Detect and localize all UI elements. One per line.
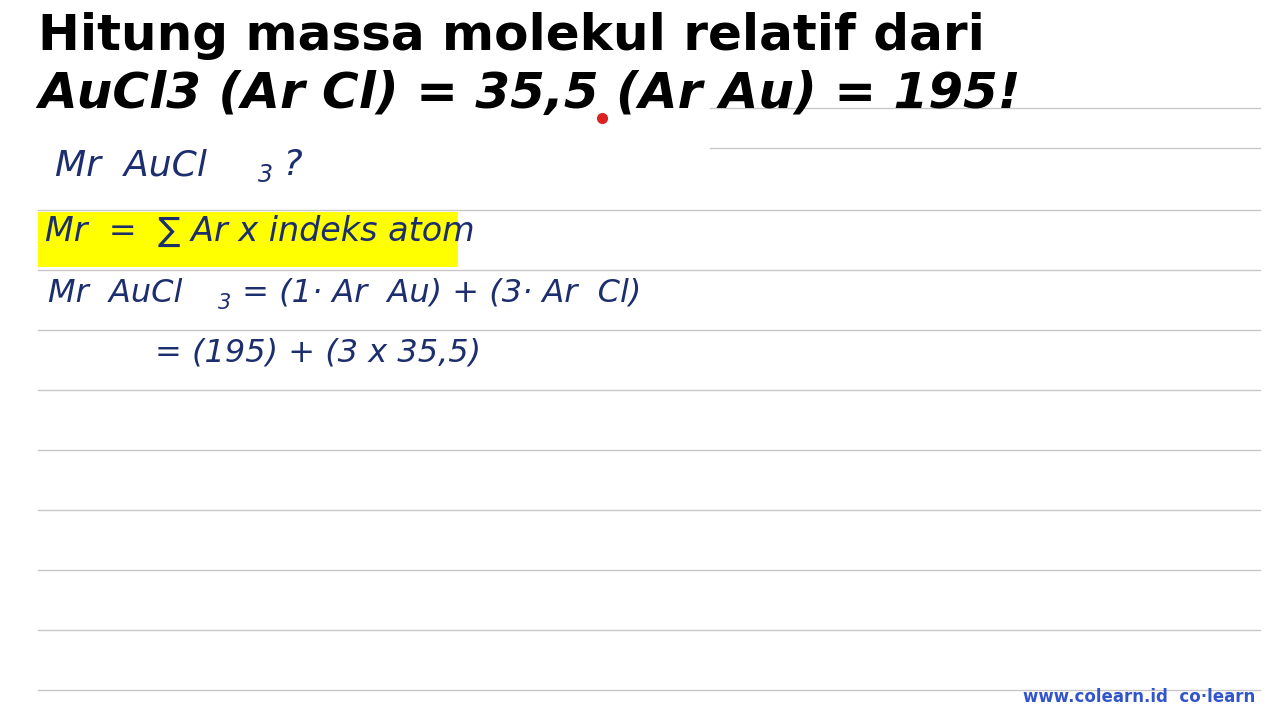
Text: Hitung massa molekul relatif dari: Hitung massa molekul relatif dari bbox=[38, 12, 984, 60]
Text: Mr  AuCl: Mr AuCl bbox=[55, 148, 207, 182]
Text: = (1· Ar  Au) + (3· Ar  Cl): = (1· Ar Au) + (3· Ar Cl) bbox=[232, 278, 641, 309]
Text: 3: 3 bbox=[218, 293, 232, 313]
Text: 3: 3 bbox=[259, 163, 273, 187]
FancyBboxPatch shape bbox=[38, 212, 458, 267]
Text: AuCl3 (Ar Cl) = 35,5 (Ar Au) = 195!: AuCl3 (Ar Cl) = 35,5 (Ar Au) = 195! bbox=[38, 70, 1020, 118]
Text: ?: ? bbox=[273, 148, 302, 182]
Text: www.colearn.id  co·learn: www.colearn.id co·learn bbox=[1023, 688, 1254, 706]
Text: Mr  =  ∑ Ar x indeks atom: Mr = ∑ Ar x indeks atom bbox=[45, 215, 475, 248]
Text: Mr  AuCl: Mr AuCl bbox=[49, 278, 182, 309]
Text: = (195) + (3 x 35,5): = (195) + (3 x 35,5) bbox=[155, 338, 481, 369]
